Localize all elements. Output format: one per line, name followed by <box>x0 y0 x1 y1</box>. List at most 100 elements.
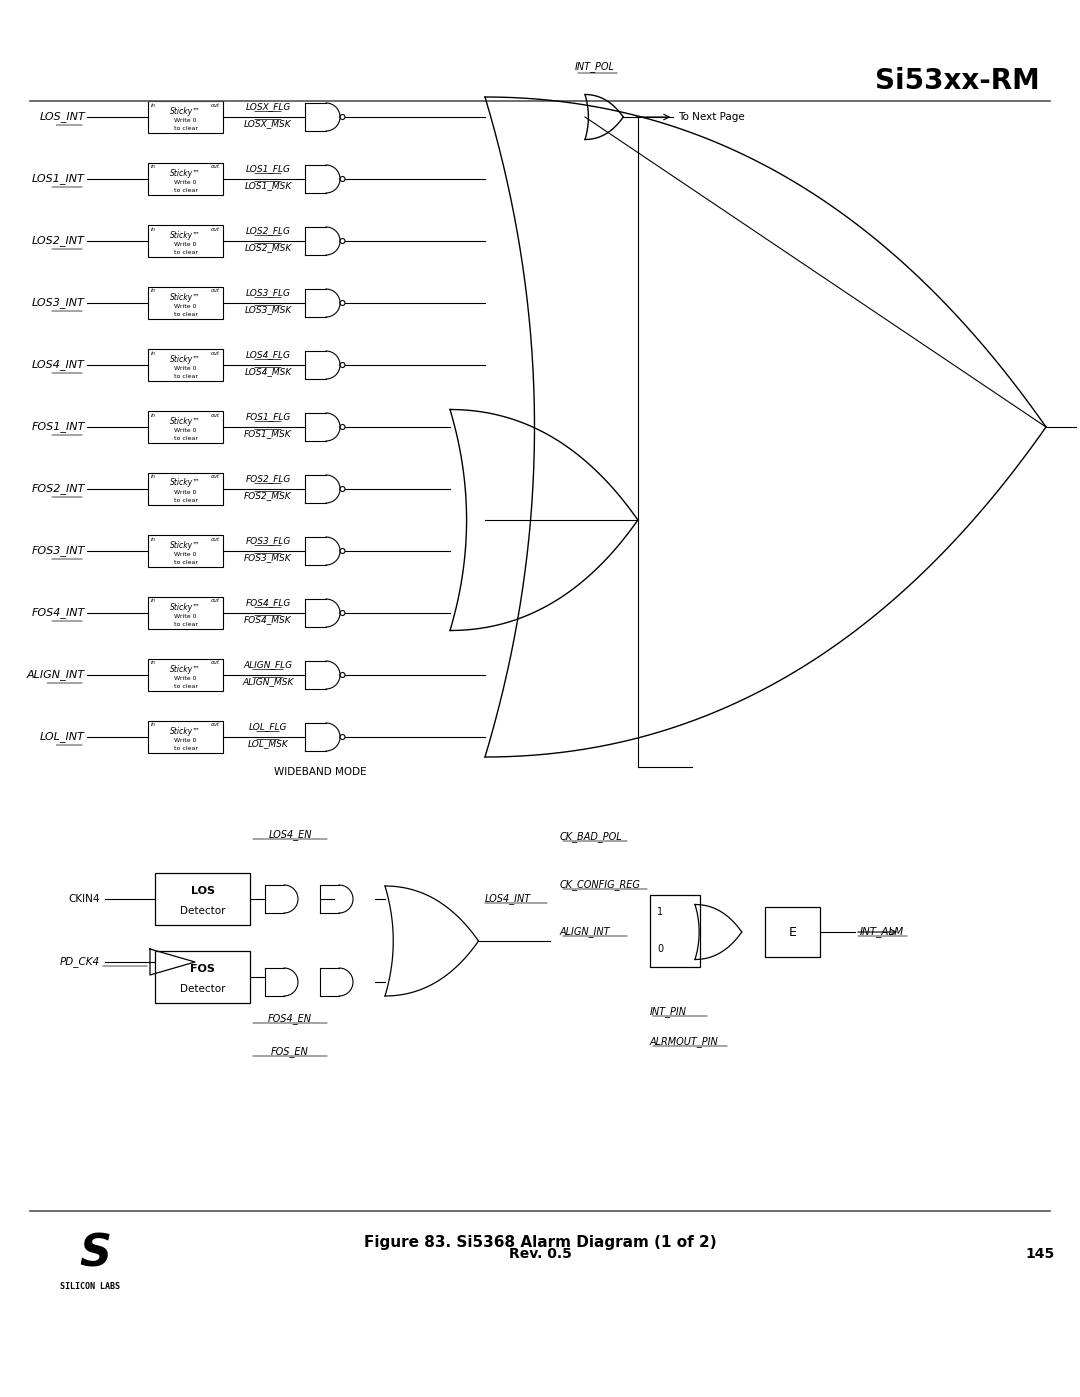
Text: LOL_MSK: LOL_MSK <box>247 739 288 747</box>
Text: in: in <box>151 412 156 418</box>
Text: FOS1_MSK: FOS1_MSK <box>244 429 292 439</box>
Text: Write 0: Write 0 <box>174 366 197 372</box>
Text: 0: 0 <box>657 944 663 954</box>
Text: LOL_FLG: LOL_FLG <box>248 722 287 731</box>
Text: out: out <box>211 351 220 355</box>
Text: ALIGN_INT: ALIGN_INT <box>27 669 85 680</box>
Text: PD_CK4: PD_CK4 <box>59 957 100 968</box>
FancyBboxPatch shape <box>148 659 222 692</box>
Text: SILICON LABS: SILICON LABS <box>60 1282 120 1291</box>
Text: in: in <box>151 475 156 479</box>
Text: in: in <box>151 226 156 232</box>
Text: Write 0: Write 0 <box>174 180 197 186</box>
FancyBboxPatch shape <box>148 474 222 504</box>
Text: in: in <box>151 289 156 293</box>
Text: LOS2_MSK: LOS2_MSK <box>244 243 292 251</box>
Text: FOS2_FLG: FOS2_FLG <box>245 474 291 483</box>
Text: in: in <box>151 165 156 169</box>
Text: out: out <box>211 412 220 418</box>
Text: Detector: Detector <box>179 983 226 995</box>
Text: FOS_EN: FOS_EN <box>271 1046 309 1058</box>
Text: ALIGN_INT: ALIGN_INT <box>561 926 610 937</box>
Text: Sticky™: Sticky™ <box>171 416 201 426</box>
Text: out: out <box>211 165 220 169</box>
Text: INT_POL: INT_POL <box>575 61 615 73</box>
Text: LOS2_FLG: LOS2_FLG <box>245 226 291 235</box>
Text: to clear: to clear <box>174 499 198 503</box>
Text: FOS4_INT: FOS4_INT <box>31 608 85 619</box>
Text: in: in <box>151 598 156 604</box>
Text: INT_PIN: INT_PIN <box>650 1007 687 1017</box>
Text: FOS: FOS <box>190 964 215 974</box>
Text: LOS1_INT: LOS1_INT <box>32 173 85 184</box>
Text: ALIGN_FLG: ALIGN_FLG <box>243 659 293 669</box>
Text: ALIGN_MSK: ALIGN_MSK <box>242 678 294 686</box>
Text: out: out <box>211 102 220 108</box>
Text: out: out <box>211 226 220 232</box>
Text: to clear: to clear <box>174 250 198 256</box>
Text: to clear: to clear <box>174 189 198 194</box>
FancyBboxPatch shape <box>148 597 222 629</box>
Text: Sticky™: Sticky™ <box>171 726 201 735</box>
Text: To Next Page: To Next Page <box>678 112 745 122</box>
Text: LOL_INT: LOL_INT <box>40 732 85 742</box>
Text: Sticky™: Sticky™ <box>171 106 201 116</box>
Text: Write 0: Write 0 <box>174 243 197 247</box>
Text: out: out <box>211 536 220 542</box>
Text: LOS3_INT: LOS3_INT <box>32 298 85 309</box>
Text: Write 0: Write 0 <box>174 615 197 619</box>
Text: Sticky™: Sticky™ <box>171 292 201 302</box>
Text: Write 0: Write 0 <box>174 676 197 682</box>
Text: LOS: LOS <box>190 886 215 895</box>
Text: 1: 1 <box>657 907 663 916</box>
Text: out: out <box>211 661 220 665</box>
Text: in: in <box>151 661 156 665</box>
FancyBboxPatch shape <box>650 895 700 967</box>
Text: WIDEBAND MODE: WIDEBAND MODE <box>273 767 366 777</box>
Text: Si53xx-RM: Si53xx-RM <box>875 67 1040 95</box>
Text: to clear: to clear <box>174 746 198 752</box>
Text: to clear: to clear <box>174 685 198 690</box>
FancyBboxPatch shape <box>765 907 820 957</box>
Text: LOS4_FLG: LOS4_FLG <box>245 351 291 359</box>
Text: out: out <box>211 475 220 479</box>
Text: FOS3_FLG: FOS3_FLG <box>245 536 291 545</box>
Text: S: S <box>79 1234 111 1275</box>
Text: CKIN4: CKIN4 <box>68 894 100 904</box>
Text: Sticky™: Sticky™ <box>171 479 201 488</box>
Text: Write 0: Write 0 <box>174 552 197 557</box>
Text: FOS2_INT: FOS2_INT <box>31 483 85 495</box>
Text: to clear: to clear <box>174 623 198 627</box>
Text: FOS3_INT: FOS3_INT <box>31 546 85 556</box>
FancyBboxPatch shape <box>148 349 222 381</box>
Text: ALRMOUT_PIN: ALRMOUT_PIN <box>650 1037 719 1048</box>
Text: in: in <box>151 351 156 355</box>
FancyBboxPatch shape <box>148 163 222 196</box>
Text: Sticky™: Sticky™ <box>171 355 201 363</box>
Text: LOS4_INT: LOS4_INT <box>485 894 531 904</box>
Text: 145: 145 <box>1025 1248 1055 1261</box>
Text: Write 0: Write 0 <box>174 305 197 310</box>
Text: out: out <box>211 289 220 293</box>
FancyBboxPatch shape <box>156 951 249 1003</box>
Text: Detector: Detector <box>179 907 226 916</box>
Text: FOS2_MSK: FOS2_MSK <box>244 490 292 500</box>
Text: out: out <box>211 598 220 604</box>
Text: FOS4_EN: FOS4_EN <box>268 1014 312 1024</box>
Text: LOS1_MSK: LOS1_MSK <box>244 182 292 190</box>
Text: to clear: to clear <box>174 560 198 566</box>
Text: Sticky™: Sticky™ <box>171 665 201 673</box>
FancyBboxPatch shape <box>156 873 249 925</box>
Text: Rev. 0.5: Rev. 0.5 <box>509 1248 571 1261</box>
Text: LOS3_FLG: LOS3_FLG <box>245 288 291 298</box>
Text: LOS4_MSK: LOS4_MSK <box>244 367 292 376</box>
Text: Figure 83. Si5368 Alarm Diagram (1 of 2): Figure 83. Si5368 Alarm Diagram (1 of 2) <box>364 1235 716 1249</box>
FancyBboxPatch shape <box>148 286 222 319</box>
Text: out: out <box>211 722 220 728</box>
Text: FOS1_INT: FOS1_INT <box>31 422 85 433</box>
Text: FOS4_FLG: FOS4_FLG <box>245 598 291 608</box>
Text: in: in <box>151 722 156 728</box>
FancyBboxPatch shape <box>148 101 222 133</box>
Text: Write 0: Write 0 <box>174 429 197 433</box>
Text: Sticky™: Sticky™ <box>171 602 201 612</box>
